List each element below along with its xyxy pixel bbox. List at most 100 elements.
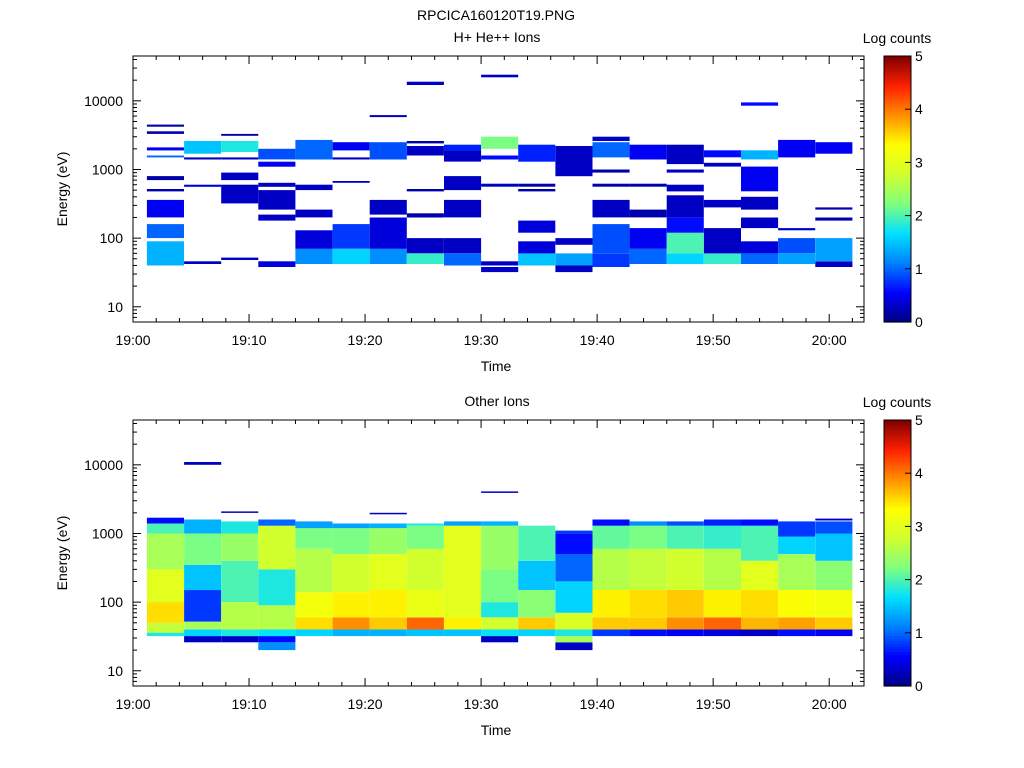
heatmap-cell	[592, 253, 630, 267]
heatmap-cell	[295, 629, 333, 637]
colorbar-frame	[883, 419, 912, 687]
colorbar-segment	[884, 590, 911, 594]
colorbar-segment	[884, 220, 911, 225]
heatmap-cell	[518, 590, 556, 618]
colorbar-segment	[884, 526, 911, 530]
heatmap-cell	[406, 629, 444, 637]
heatmap-cell	[184, 636, 222, 643]
y-tick-label: 100	[100, 230, 124, 246]
colorbar-segment	[884, 58, 911, 62]
heatmap-cell	[741, 102, 779, 106]
heatmap-cell	[815, 533, 853, 561]
colorbar-segment	[884, 430, 911, 434]
colorbar-segment	[884, 71, 911, 76]
colorbar-segment	[884, 627, 911, 631]
heatmap-cell	[815, 261, 853, 267]
heatmap-cell	[555, 253, 593, 266]
heatmap-cell	[666, 548, 704, 590]
colorbar-segment	[884, 90, 911, 94]
heatmap-cell	[146, 176, 184, 181]
colorbar-segment	[884, 510, 911, 514]
colorbar-segment	[884, 239, 911, 243]
heatmap-cell	[444, 629, 482, 637]
heatmap-cell	[481, 521, 519, 526]
heatmap-cell	[703, 162, 741, 167]
colorbar-segment	[884, 194, 911, 198]
colorbar-segment	[884, 481, 911, 485]
heatmap-cell	[221, 636, 259, 643]
colorbar-segment	[884, 678, 911, 682]
x-tick-label: 19:50	[696, 696, 731, 712]
colorbar-segment	[884, 465, 911, 469]
heatmap-cell	[555, 238, 593, 245]
colorbar-segment	[884, 521, 911, 525]
heatmap-cell	[741, 253, 779, 264]
heatmap-cell	[184, 564, 222, 591]
colorbar-segment	[884, 648, 911, 653]
heatmap-cell	[815, 207, 853, 210]
heatmap-cell	[815, 238, 853, 262]
heatmap-cell	[629, 521, 667, 526]
colorbar-segment	[884, 202, 911, 206]
colorbar-tick-label: 1	[915, 261, 923, 277]
colorbar-segment	[884, 664, 911, 668]
colorbar-segment	[884, 529, 911, 533]
heatmap-cell	[221, 141, 259, 152]
heatmap-cell	[146, 131, 184, 134]
panel-1-y-label: Energy (eV)	[54, 152, 70, 227]
heatmap-cell	[555, 265, 593, 273]
colorbar-segment	[884, 181, 911, 185]
heatmap-cell	[555, 612, 593, 630]
heatmap-cell	[258, 161, 296, 167]
x-tick-label: 19:20	[348, 332, 383, 348]
colorbar-segment	[884, 149, 911, 153]
colorbar-segment	[884, 263, 911, 267]
colorbar-segment	[884, 632, 911, 637]
colorbar-segment	[884, 316, 911, 320]
heatmap-cell	[518, 525, 556, 561]
heatmap-cell	[184, 462, 222, 465]
heatmap-cell	[146, 155, 184, 158]
heatmap-cell	[184, 590, 222, 622]
heatmap-cell	[258, 642, 296, 651]
colorbar-segment	[884, 87, 911, 92]
colorbar-segment	[884, 223, 911, 227]
heatmap-cell	[481, 569, 519, 603]
heatmap-cell	[778, 629, 816, 637]
colorbar-segment	[884, 165, 911, 169]
colorbar-segment	[884, 215, 911, 219]
colorbar-segment	[884, 135, 911, 140]
panel-1-colorbar-label: Log counts	[863, 30, 932, 46]
x-tick-label: 19:40	[580, 696, 615, 712]
heatmap-cell	[481, 525, 519, 570]
colorbar-frame	[883, 55, 912, 323]
heatmap-cell	[369, 528, 407, 555]
panel-2-y-label: Energy (eV)	[54, 516, 70, 591]
colorbar-segment	[884, 427, 911, 432]
colorbar-segment	[884, 608, 911, 613]
heatmap-cell	[332, 157, 370, 160]
heatmap-cell	[629, 228, 667, 249]
colorbar-segment	[884, 276, 911, 281]
colorbar-segment	[884, 271, 911, 275]
heatmap-cell	[592, 183, 630, 187]
colorbar-segment	[884, 234, 911, 238]
heatmap-cell	[444, 199, 482, 218]
colorbar-segment	[884, 422, 911, 426]
colorbar-segment	[884, 308, 911, 312]
colorbar-segment	[884, 566, 911, 570]
colorbar-tick-label: 3	[915, 518, 923, 534]
colorbar-segment	[884, 603, 911, 607]
heatmap-cell	[221, 602, 259, 630]
colorbar-segment	[884, 173, 911, 177]
colorbar-segment	[884, 555, 911, 559]
colorbar-segment	[884, 513, 911, 517]
heatmap-cell	[332, 248, 370, 264]
heatmap-cell	[481, 629, 519, 637]
colorbar-segment	[884, 314, 911, 318]
heatmap-cell	[332, 528, 370, 555]
heatmap-cell	[221, 172, 259, 181]
colorbar-segment	[884, 651, 911, 655]
heatmap-cell	[258, 629, 296, 637]
